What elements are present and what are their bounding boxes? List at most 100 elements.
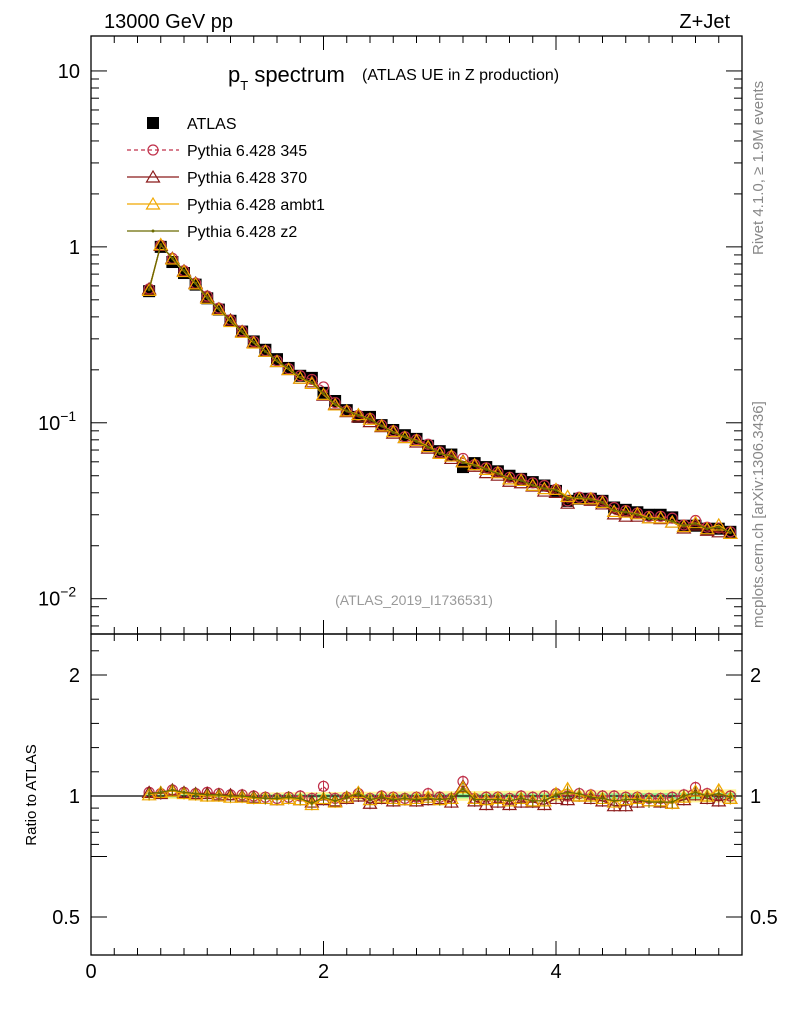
rivet-info: Rivet 4.1.0, ≥ 1.9M events: [750, 81, 767, 255]
title-p: p: [228, 62, 240, 87]
atlas-data-points: [143, 240, 737, 538]
series-marker: [664, 514, 680, 528]
ratio-marker: [664, 796, 680, 809]
ratio-marker: [531, 799, 535, 803]
legend-marker-atlas: [147, 117, 159, 129]
series-marker: [484, 467, 488, 471]
ratio-marker: [711, 793, 727, 807]
series-marker: [577, 495, 581, 499]
x-tick-label: 4: [550, 961, 561, 983]
series-marker: [269, 354, 285, 368]
ratio-marker: [415, 798, 418, 802]
series-marker: [403, 435, 407, 439]
ratio-marker: [287, 795, 291, 799]
main-series-0: [143, 239, 736, 538]
series-marker: [542, 487, 546, 491]
series-marker: [292, 370, 308, 384]
series-marker: [380, 424, 384, 428]
ratio-marker: [676, 790, 692, 803]
ratio-marker: [554, 793, 558, 797]
y-tick-label: 10: [58, 61, 80, 83]
ratio-marker: [194, 792, 198, 796]
legend-entry-0: Pythia 6.428 345: [127, 143, 307, 160]
main-series-3: [147, 243, 732, 535]
series-marker: [315, 387, 332, 400]
ratio-marker: [699, 791, 715, 805]
ratio-marker: [647, 800, 651, 804]
legend-entry-3: Pythia 6.428 z2: [127, 224, 297, 241]
ratio-marker: [589, 795, 593, 799]
ratio-tick-label-left: 1: [69, 786, 80, 808]
series-marker: [222, 314, 239, 328]
ratio-y-axis-label: Ratio to ATLAS: [23, 744, 40, 845]
series-marker: [170, 256, 174, 260]
series-marker: [705, 527, 709, 531]
series-marker: [391, 430, 395, 434]
ratio-marker: [670, 800, 674, 804]
series-marker: [339, 403, 355, 417]
series-marker: [205, 296, 209, 300]
series-marker: [420, 440, 436, 454]
ratio-marker: [694, 790, 697, 794]
plot-title-paren: (ATLAS UE in Z production): [362, 67, 559, 84]
series-marker: [519, 478, 523, 482]
series-marker: [287, 367, 291, 371]
series-marker: [676, 519, 692, 533]
ratio-series: [141, 775, 738, 812]
legend-label: Pythia 6.428 z2: [187, 224, 297, 241]
series-marker: [612, 509, 616, 513]
ratio-marker: [333, 799, 337, 803]
series-marker: [624, 510, 628, 514]
series-marker: [711, 517, 727, 531]
x-tick-labels: 0 2 4: [85, 961, 561, 983]
series-marker: [478, 465, 494, 479]
series-marker: [194, 281, 198, 285]
ratio-marker: [513, 794, 529, 808]
ratio-marker: [496, 798, 500, 802]
series-marker: [240, 330, 244, 334]
series-marker: [711, 524, 727, 538]
legend-label: Pythia 6.428 370: [187, 170, 307, 187]
series-marker: [594, 496, 611, 510]
series-marker: [294, 370, 306, 382]
ratio-panel: 2 2 1 1 0.5 0.5 Ratio to ATLAS 0 2 4: [23, 633, 778, 983]
ratio-marker: [199, 788, 215, 802]
ratio-marker: [170, 788, 174, 792]
series-marker: [682, 524, 686, 528]
series-marker: [188, 276, 204, 290]
ratio-marker: [606, 798, 622, 812]
series-marker: [356, 413, 360, 417]
series-marker: [536, 483, 552, 497]
y-tick-label-exp: −1: [60, 408, 76, 424]
legend-entry-1: Pythia 6.428 370: [127, 169, 307, 187]
ratio-marker: [577, 792, 581, 796]
ratio-marker: [269, 792, 285, 806]
ratio-marker: [519, 796, 523, 800]
ratio-marker: [705, 794, 709, 798]
ratio-marker: [240, 794, 244, 798]
ratio-marker: [182, 790, 186, 794]
series-marker: [676, 520, 692, 534]
series-marker: [263, 349, 267, 353]
y-tick-label-base: 10: [38, 589, 60, 611]
legend-entry-2: Pythia 6.428 ambt1: [127, 196, 325, 214]
series-marker: [508, 477, 511, 481]
ratio-tick-label-left: 0.5: [52, 907, 80, 929]
plot-title: pT spectrum: [228, 62, 345, 93]
ratio-marker: [217, 793, 221, 797]
mcplots-info: mcplots.cern.ch [arXiv:1306.3436]: [750, 401, 767, 628]
series-marker: [438, 451, 442, 455]
series-marker: [345, 409, 349, 413]
ratio-marker: [478, 797, 494, 811]
series-marker: [501, 474, 518, 487]
ratio-marker: [443, 794, 459, 808]
main-series-1: [141, 238, 738, 539]
ratio-marker: [449, 796, 453, 800]
legend-label-atlas: ATLAS: [187, 116, 237, 133]
series-marker: [601, 500, 604, 504]
ratio-marker: [536, 797, 552, 811]
ratio-marker: [484, 798, 488, 802]
ratio-marker: [141, 787, 157, 801]
ratio-marker: [508, 799, 511, 803]
